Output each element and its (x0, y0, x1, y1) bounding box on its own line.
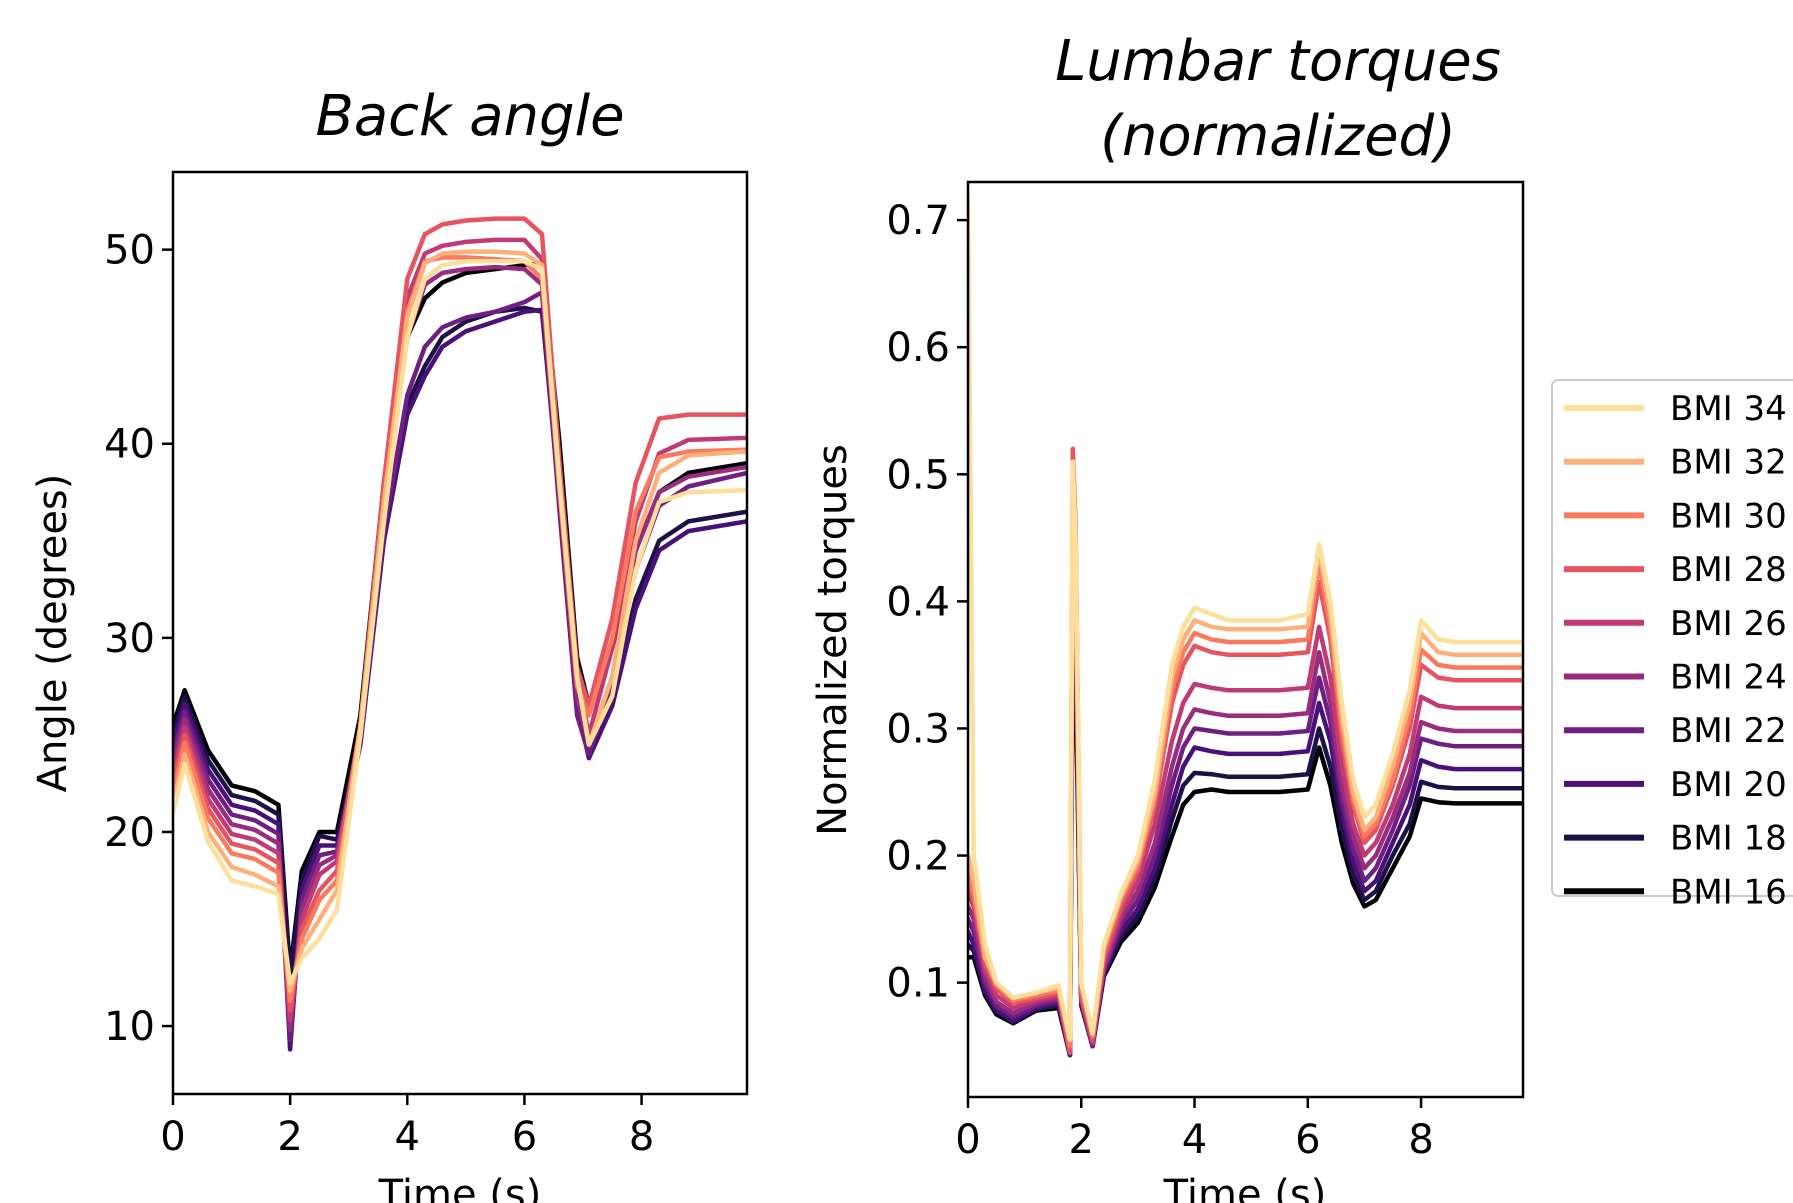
back-angle-y-label: Angle (degrees) (30, 474, 76, 793)
back-angle-series-bmi-20 (173, 307, 747, 1052)
lumbar-torques-y-tick-label: 0.3 (886, 706, 950, 752)
back-angle-y-tick-label: 30 (104, 616, 155, 662)
legend-item-bmi-24: BMI 24 (1564, 658, 1787, 698)
legend-label: BMI 28 (1670, 550, 1787, 590)
lumbar-torques-y-tick-label: 0.7 (886, 198, 950, 244)
lumbar-torques-series-bmi-32 (968, 472, 1523, 1043)
legend-items: BMI 34 BMI 32 BMI 30 BMI 28 BMI 26 BMI 24 BMI … (1564, 389, 1787, 912)
lumbar-torques-x-ticks: 0 2 4 6 8 (955, 1097, 1434, 1163)
lumbar-torques-y-label: Normalized torques (810, 444, 856, 836)
legend-label: BMI 16 (1670, 872, 1787, 912)
lumbar-torques-series-bmi-24 (968, 535, 1523, 1055)
legend-box (1551, 379, 1793, 897)
legend-label: BMI 34 (1670, 389, 1787, 429)
back-angle-y-tick-label: 20 (104, 810, 155, 856)
back-angle-series-group (173, 216, 747, 1052)
lumbar-torques-y-tick-label: 0.1 (886, 961, 950, 1007)
back-angle-series-bmi-28 (173, 216, 747, 1013)
back-angle-y-tick-label: 50 (104, 228, 155, 274)
lumbar-torques-series-bmi-34 (968, 192, 1523, 1043)
lumbar-torques-series-bmi-22 (968, 561, 1523, 1057)
back-angle-x-tick-label: 2 (277, 1114, 302, 1160)
legend-item-bmi-34: BMI 34 (1564, 389, 1787, 429)
legend-item-bmi-16: BMI 16 (1564, 872, 1787, 912)
legend-label: BMI 26 (1670, 604, 1787, 644)
legend-label: BMI 30 (1670, 496, 1787, 536)
back-angle-x-tick-label: 8 (629, 1114, 654, 1160)
back-angle-x-ticks: 0 2 4 6 8 (160, 1094, 654, 1160)
back-angle-series-bmi-34 (173, 259, 747, 986)
lumbar-torques-x-tick-label: 0 (955, 1117, 980, 1163)
back-angle-plot-frame (171, 170, 749, 1096)
lumbar-torques-series-group (968, 192, 1523, 1058)
back-angle-y-ticks: 10 20 30 40 50 (104, 228, 173, 1050)
lumbar-torques-x-label: Time (s) (1163, 1172, 1327, 1203)
legend-label: BMI 32 (1670, 443, 1787, 483)
back-angle-panel: Back angle 0 2 4 6 8 10 20 30 40 50 Time (s) Ang… (30, 84, 749, 1203)
back-angle-x-tick-label: 0 (160, 1114, 185, 1160)
legend-item-bmi-26: BMI 26 (1564, 604, 1787, 644)
lumbar-torques-y-tick-label: 0.2 (886, 834, 950, 880)
legend-item-bmi-22: BMI 22 (1564, 711, 1787, 751)
legend-label: BMI 22 (1670, 711, 1787, 751)
back-angle-x-label: Time (s) (378, 1172, 542, 1203)
legend-item-bmi-32: BMI 32 (1564, 443, 1787, 483)
back-angle-series-bmi-26 (173, 237, 747, 1023)
back-angle-x-tick-label: 4 (395, 1114, 420, 1160)
lumbar-torques-series-bmi-26 (968, 510, 1523, 1055)
back-angle-series-bmi-32 (173, 249, 747, 994)
legend-label: BMI 18 (1670, 819, 1787, 859)
lumbar-torques-x-tick-label: 8 (1408, 1117, 1433, 1163)
lumbar-torques-y-tick-label: 0.4 (886, 579, 950, 625)
legend-item-bmi-20: BMI 20 (1564, 765, 1787, 805)
legend-item-bmi-18: BMI 18 (1564, 819, 1787, 859)
back-angle-series-bmi-16 (173, 260, 747, 974)
lumbar-torques-title-line2: (normalized) (1100, 104, 1456, 169)
lumbar-torques-series-bmi-20 (968, 586, 1523, 1058)
back-angle-series-bmi-22 (173, 290, 747, 1042)
back-angle-y-tick-label: 10 (104, 1004, 155, 1050)
back-angle-x-tick-label: 6 (512, 1114, 537, 1160)
legend-item-bmi-28: BMI 28 (1564, 550, 1787, 590)
legend-label: BMI 24 (1670, 658, 1787, 698)
lumbar-torques-title-line1: Lumbar torques (1055, 29, 1501, 94)
lumbar-torques-y-tick-label: 0.5 (886, 452, 950, 498)
lumbar-torques-x-tick-label: 6 (1295, 1117, 1320, 1163)
lumbar-torques-x-tick-label: 2 (1069, 1117, 1094, 1163)
lumbar-torques-y-tick-label: 0.6 (886, 325, 950, 371)
lumbar-torques-plot-frame (966, 180, 1525, 1099)
legend-label: BMI 20 (1670, 765, 1787, 805)
back-angle-title: Back angle (315, 84, 624, 149)
lumbar-torques-y-ticks: 0.1 0.2 0.3 0.4 0.5 0.6 0.7 (886, 198, 968, 1007)
lumbar-torques-series-bmi-28 (968, 446, 1523, 1055)
back-angle-series-bmi-24 (173, 264, 747, 1033)
legend-item-bmi-30: BMI 30 (1564, 496, 1787, 536)
legend: BMI 34 BMI 32 BMI 30 BMI 28 BMI 26 BMI 24 BMI … (1551, 379, 1793, 912)
lumbar-torques-x-tick-label: 4 (1182, 1117, 1207, 1163)
back-angle-y-tick-label: 40 (104, 422, 155, 468)
lumbar-torques-panel: Lumbar torques (normalized) 0 2 4 6 8 0.1 0.2… (810, 29, 1525, 1203)
